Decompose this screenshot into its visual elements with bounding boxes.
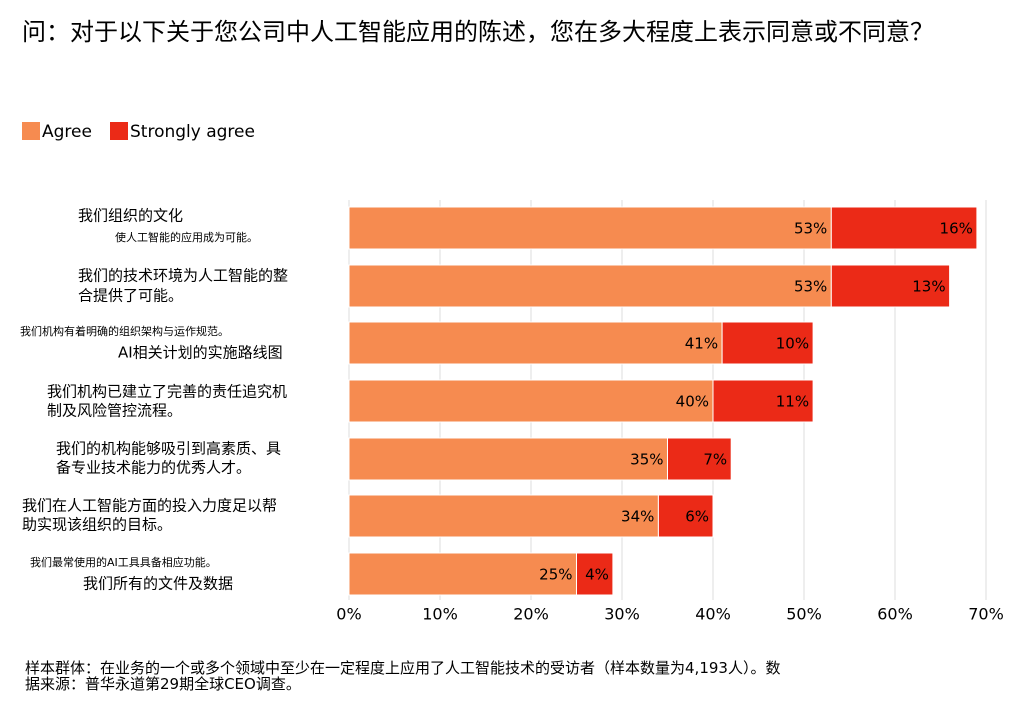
x-tick-label: 20%	[513, 605, 549, 624]
bar-segment	[657, 494, 714, 538]
value-label: 41%	[685, 335, 718, 353]
x-tick-label: 70%	[968, 605, 1004, 624]
value-label: 4%	[585, 566, 609, 584]
x-tick-label: 60%	[877, 605, 913, 624]
bar-segment	[348, 264, 832, 308]
category-label: 我们机构已建立了完善的责任追究机	[47, 383, 287, 401]
category-label: 我们所有的文件及数据	[83, 575, 233, 593]
category-label: 我们的技术环境为人工智能的整	[78, 267, 288, 285]
bar-segment	[348, 379, 714, 423]
value-label: 25%	[539, 566, 572, 584]
bar-segment	[576, 552, 614, 596]
category-label: 我们组织的文化	[78, 207, 183, 225]
value-label: 6%	[685, 508, 709, 526]
bar-segment	[721, 321, 814, 365]
value-label: 7%	[703, 451, 727, 469]
chart-title: 问：对于以下关于您公司中人工智能应用的陈述，您在多大程度上表示同意或不同意？	[22, 18, 934, 46]
bar-segment	[348, 494, 659, 538]
bar-segment	[348, 321, 723, 365]
x-tick-label: 30%	[604, 605, 640, 624]
legend-label: Strongly agree	[130, 122, 255, 142]
value-label: 40%	[676, 393, 709, 411]
x-tick-label: 50%	[786, 605, 822, 624]
footnote: 样本群体：在业务的一个或多个领域中至少在一定程度上应用了人工智能技术的受访者（样…	[25, 659, 781, 693]
legend-label: Agree	[42, 122, 92, 142]
category-label: 我们最常使用的AI工具具备相应功能。	[30, 555, 217, 569]
category-label: 我们的机构能够吸引到高素质、具	[56, 440, 281, 458]
value-label: 10%	[776, 335, 809, 353]
value-label: 13%	[912, 278, 945, 296]
x-tick-label: 10%	[422, 605, 458, 624]
category-label: AI相关计划的实施路线图	[118, 344, 283, 362]
bar-segment	[348, 437, 668, 481]
bar-segment	[712, 379, 814, 423]
x-tick-label: 0%	[336, 605, 361, 624]
category-label: 备专业技术能力的优秀人才。	[56, 459, 251, 477]
bar-segment	[348, 552, 577, 596]
category-label: 制及风险管控流程。	[47, 402, 182, 420]
value-label: 35%	[630, 451, 663, 469]
category-label: 我们机构有着明确的组织架构与运作规范。	[20, 324, 229, 338]
bar-segment	[830, 264, 951, 308]
legend-swatch	[22, 122, 40, 140]
bar-segment	[667, 437, 732, 481]
value-label: 11%	[776, 393, 809, 411]
value-label: 34%	[621, 508, 654, 526]
bar-segment	[348, 206, 832, 250]
value-label: 53%	[794, 220, 827, 238]
category-label: 合提供了可能。	[78, 287, 183, 305]
value-label: 16%	[940, 220, 973, 238]
category-label: 助实现该组织的目标。	[22, 516, 172, 534]
category-label: 使人工智能的应用成为可能。	[115, 230, 258, 244]
x-tick-label: 40%	[695, 605, 731, 624]
legend-swatch	[110, 122, 128, 140]
value-label: 53%	[794, 278, 827, 296]
category-label: 我们在人工智能方面的投入力度足以帮	[22, 497, 277, 515]
bar-segment	[830, 206, 978, 250]
